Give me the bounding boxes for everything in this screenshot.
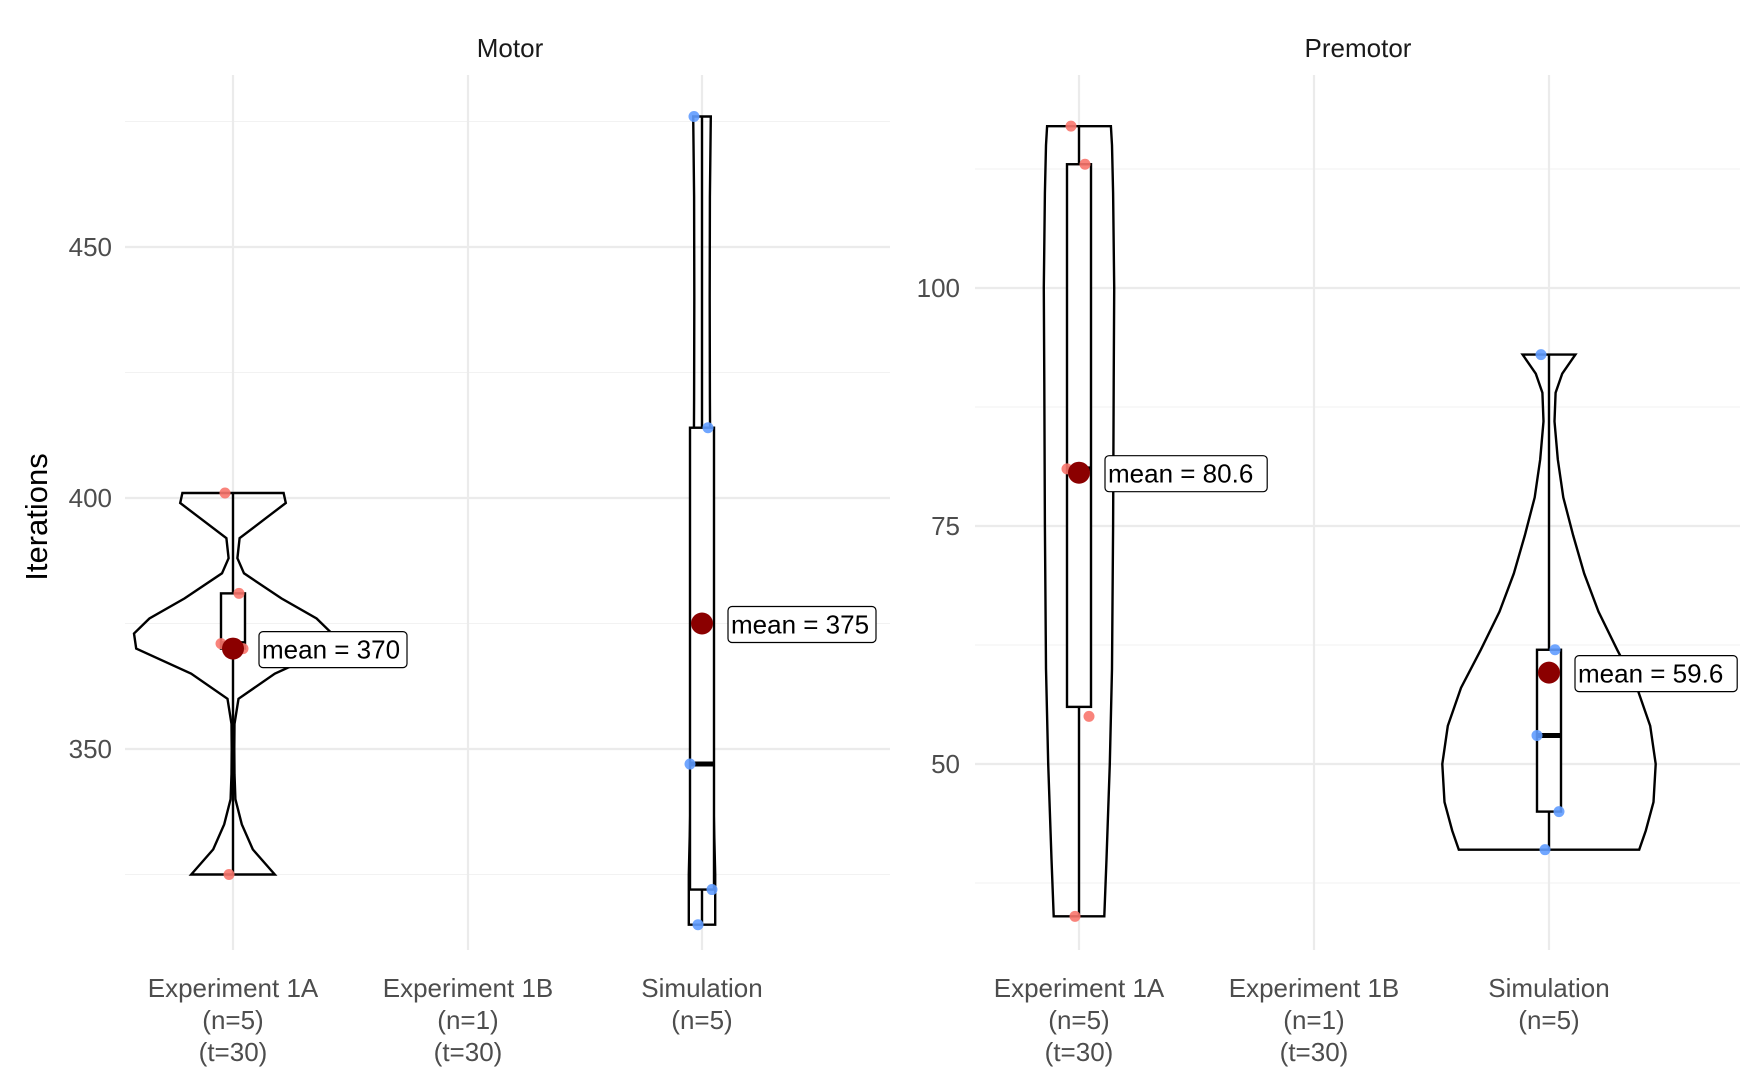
x-tick-label: Simulation (n=5)	[1488, 973, 1609, 1035]
x-tick-label-line: Simulation	[1488, 973, 1609, 1003]
mean-label-box	[1574, 655, 1738, 693]
x-tick-label-line: Experiment 1B	[1229, 973, 1400, 1003]
data-point	[1083, 710, 1095, 722]
x-tick-label-line: Simulation	[641, 973, 762, 1003]
data-point	[706, 884, 718, 896]
x-tick-label-line: Experiment 1B	[383, 973, 554, 1003]
x-tick-label-line: (n=5)	[1048, 1005, 1109, 1035]
mean-label-box	[1104, 455, 1268, 493]
data-point	[1069, 910, 1081, 922]
x-tick-label: Experiment 1B (n=1) (t=30)	[383, 973, 554, 1067]
data-point	[1549, 644, 1561, 656]
x-tick-label-line: Experiment 1A	[994, 973, 1165, 1003]
box-iqr	[688, 426, 716, 891]
x-tick-label-line: (n=5)	[202, 1005, 263, 1035]
violin-group: mean = 59.6	[1441, 349, 1738, 856]
x-tick-label: Experiment 1B (n=1) (t=30)	[1229, 973, 1400, 1067]
data-point	[1539, 844, 1551, 856]
violin-group: mean = 375	[684, 110, 877, 931]
data-point	[233, 587, 245, 599]
y-tick-label: 400	[69, 483, 112, 513]
violin-shape	[1042, 125, 1116, 918]
panel-title-premotor: Premotor	[1305, 33, 1412, 63]
y-tick-label: 75	[931, 511, 960, 541]
x-tick-label-line: (n=1)	[437, 1005, 498, 1035]
x-tick-label-line: (n=1)	[1283, 1005, 1344, 1035]
mean-point	[1068, 461, 1090, 484]
violin-group: mean = 370	[132, 487, 408, 880]
x-tick-label: Experiment 1A (n=5) (t=30)	[994, 973, 1165, 1067]
y-tick-label: 50	[931, 749, 960, 779]
data-point	[1535, 349, 1547, 361]
y-axis-title: Iterations	[19, 453, 54, 581]
mean-point	[1538, 661, 1560, 684]
x-tick-label-line: (n=5)	[671, 1005, 732, 1035]
x-tick-label: Simulation (n=5)	[641, 973, 762, 1035]
data-point	[223, 869, 235, 880]
x-tick-label-line: (t=30)	[199, 1037, 268, 1067]
mean-label: mean = 370	[262, 635, 400, 665]
x-tick-label-line: (t=30)	[1045, 1037, 1114, 1067]
panel-title-motor: Motor	[477, 33, 544, 63]
data-point	[1531, 729, 1543, 741]
mean-label-box	[258, 630, 408, 669]
x-tick-label-line: (n=5)	[1518, 1005, 1579, 1035]
data-point	[702, 422, 714, 434]
mean-point	[222, 637, 244, 660]
mean-label: mean = 59.6	[1578, 659, 1723, 689]
y-tick-label: 450	[69, 232, 112, 262]
y-tick-label: 100	[917, 273, 960, 303]
x-tick-label-line: (t=30)	[434, 1037, 503, 1067]
data-point	[684, 758, 696, 770]
data-point	[219, 487, 231, 499]
y-tick-label: 350	[69, 734, 112, 764]
data-point	[1065, 120, 1077, 132]
x-tick-label-line: (t=30)	[1280, 1037, 1349, 1067]
x-tick-label: Experiment 1A (n=5) (t=30)	[148, 973, 319, 1067]
data-point	[692, 919, 704, 931]
mean-point	[691, 612, 713, 635]
data-point	[688, 110, 700, 122]
mean-label: mean = 80.6	[1108, 459, 1253, 489]
violin-shape	[132, 491, 334, 876]
mean-label: mean = 375	[731, 610, 869, 640]
data-point	[1079, 158, 1091, 170]
box-iqr	[1065, 163, 1093, 709]
data-point	[1553, 806, 1565, 818]
violin-group: mean = 80.6	[1042, 120, 1268, 922]
mean-label-box	[727, 605, 877, 644]
x-tick-label-line: Experiment 1A	[148, 973, 319, 1003]
